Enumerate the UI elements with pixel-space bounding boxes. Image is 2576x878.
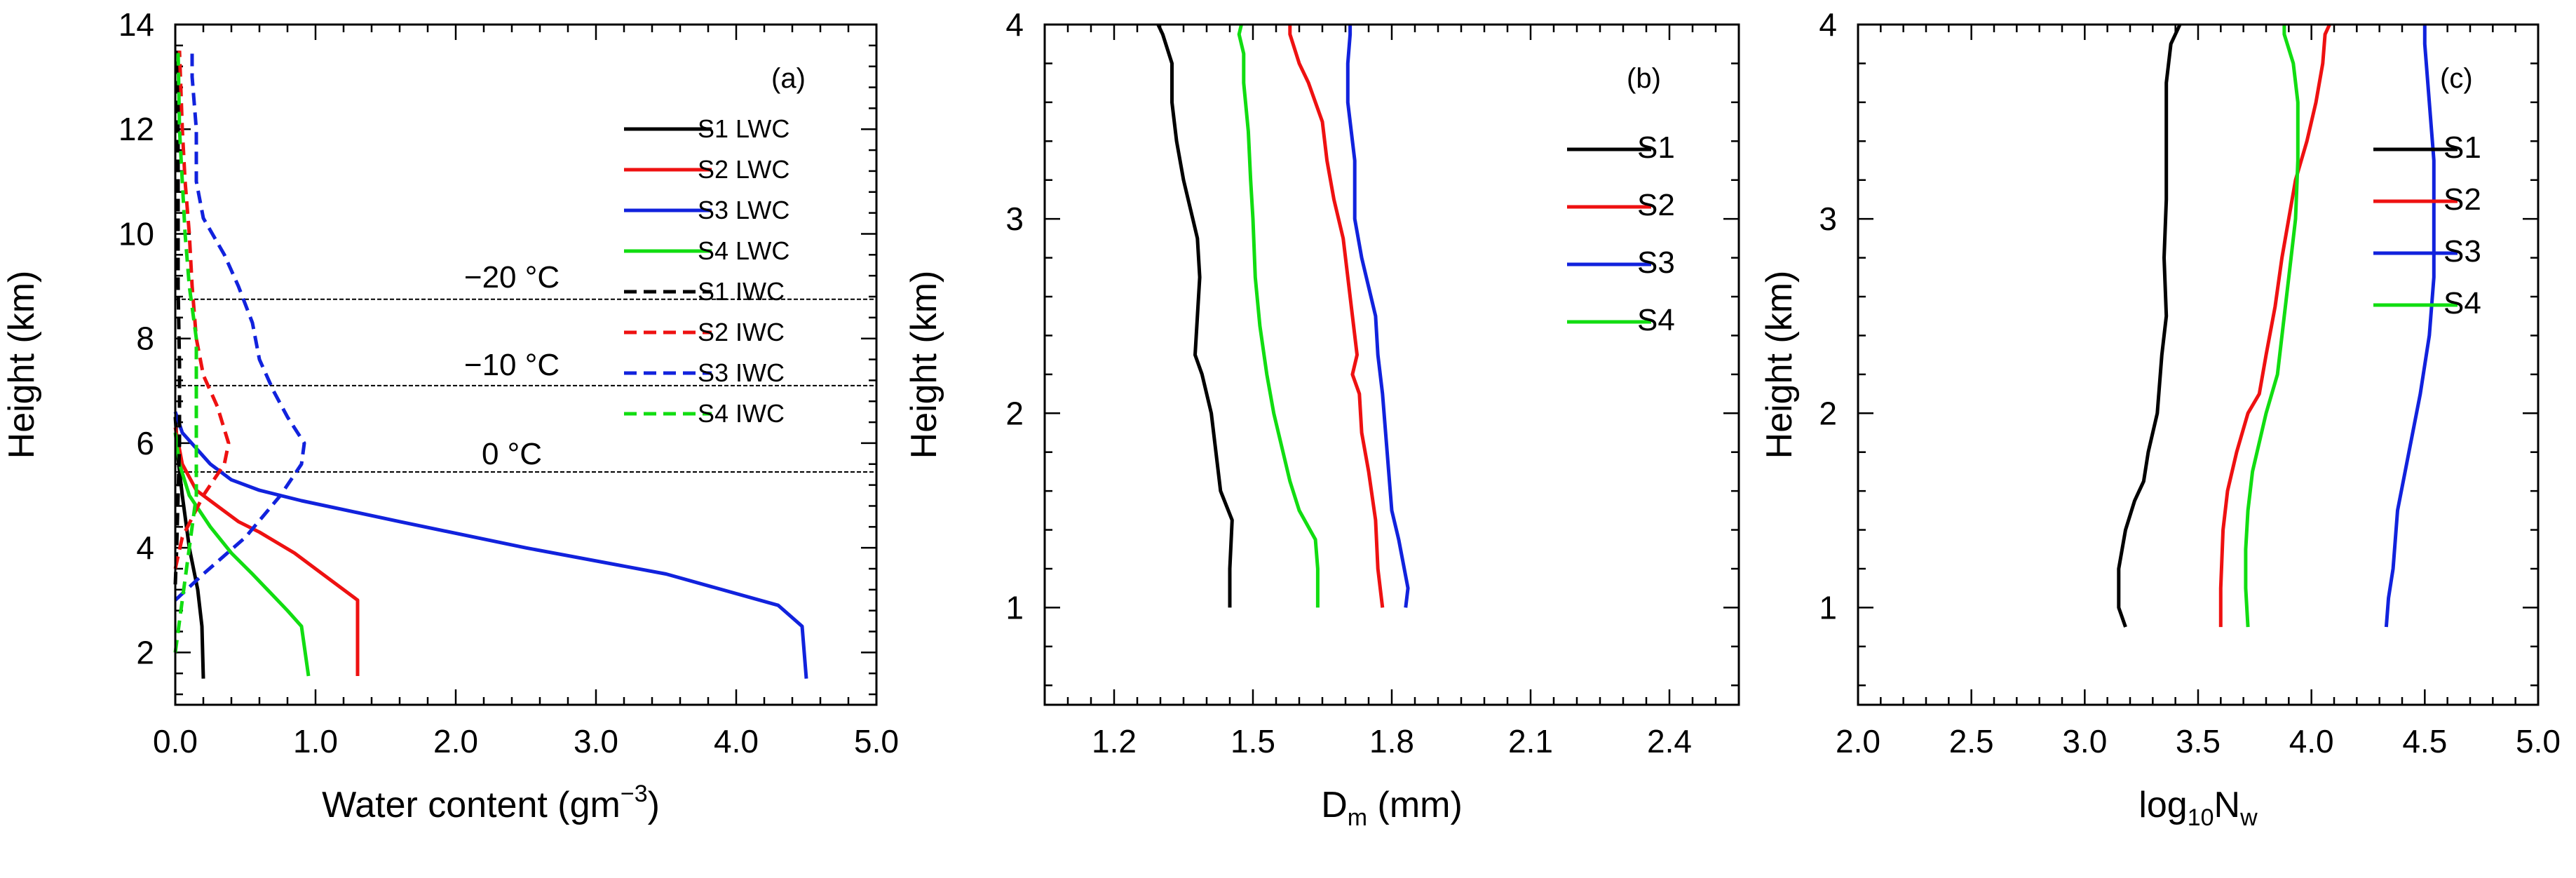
panel-a-legend: S1 LWC S2 LWC S3 LWC S4 LWC S1 IWC S2 IWC S3 I… — [624, 114, 789, 428]
y-tick-label: 4 — [1819, 6, 1837, 43]
series-line-s2 — [1288, 25, 1385, 608]
x-tick-label: 5.0 — [2516, 723, 2561, 759]
series-line-s2 — [2218, 23, 2331, 628]
y-tick-label: 3 — [1005, 201, 1024, 237]
panel-b-legend: S1 S2 S3 S4 — [1567, 130, 1675, 337]
legend-label-s2: S2 — [2443, 182, 2481, 217]
panel-c: 2.0 2.5 3.0 3.5 4.0 4.5 5.0 1 2 3 4 (c) log10Nw He… — [1759, 6, 2561, 831]
y-tick-label: 12 — [118, 111, 154, 147]
series-line-s4-iwc — [173, 50, 198, 653]
x-tick-label: 3.0 — [574, 723, 618, 759]
legend-label-s4: S4 — [1637, 303, 1675, 337]
panel-c-y-axis-title: Height (km) — [1759, 271, 1800, 459]
panel-a-frame — [174, 23, 878, 706]
y-tick-label: 6 — [136, 425, 154, 461]
x-tick-label: 2.1 — [1508, 723, 1553, 759]
y-tick-label: 2 — [136, 634, 154, 670]
series-line-s4-lwc — [173, 432, 311, 677]
legend-label-s3: S3 — [1637, 245, 1675, 280]
series-line-s1 — [2117, 23, 2182, 628]
series-line-s2-iwc — [173, 50, 231, 569]
series-line-s4 — [2244, 25, 2300, 628]
legend-label-s3-lwc: S3 LWC — [698, 196, 789, 224]
panel-c-plot-area: 2.0 2.5 3.0 3.5 4.0 4.5 5.0 1 2 3 4 — [1819, 6, 2561, 759]
legend-label-s1-iwc: S1 IWC — [698, 277, 785, 306]
y-tick-label: 1 — [1819, 589, 1837, 626]
series-line-s4 — [1237, 24, 1320, 608]
y-tick-label: 10 — [118, 215, 154, 252]
x-tick-label: 0.0 — [153, 723, 198, 759]
isotherm-label-minus20: −20 °C — [464, 260, 560, 295]
y-tick-label: 2 — [1819, 395, 1837, 431]
x-tick-label: 1.0 — [293, 723, 338, 759]
y-tick-label: 3 — [1819, 201, 1837, 237]
panel-b-frame — [1043, 23, 1740, 706]
panel-c-x-axis-title: log10Nw — [2138, 785, 2258, 831]
y-tick-label: 4 — [136, 529, 154, 566]
x-tick-label: 1.8 — [1369, 723, 1414, 759]
panel-b-y-axis-title: Height (km) — [904, 271, 944, 459]
x-tick-label: 3.0 — [2062, 723, 2107, 759]
y-tick-label: 14 — [118, 6, 154, 43]
legend-label-s4-lwc: S4 LWC — [698, 236, 789, 265]
series-line-s3-iwc — [174, 50, 306, 602]
y-tick-label: 8 — [136, 320, 154, 357]
x-tick-label: 3.5 — [2176, 723, 2221, 759]
isotherm-label-minus10: −10 °C — [464, 348, 560, 382]
legend-label-s1: S1 — [1637, 130, 1675, 165]
x-tick-label: 2.5 — [1949, 723, 1994, 759]
x-tick-label: 2.0 — [1836, 723, 1880, 759]
y-tick-label: 4 — [1005, 6, 1024, 43]
panel-b-x-axis-title: Dm (mm) — [1321, 785, 1463, 831]
x-tick-label: 5.0 — [854, 723, 899, 759]
legend-label-s1: S1 — [2443, 130, 2481, 165]
legend-label-s3-iwc: S3 IWC — [698, 358, 785, 387]
x-tick-label: 4.0 — [714, 723, 759, 759]
panel-a-x-axis-title: Water content (gm−3) — [322, 781, 660, 825]
series-line-s3 — [2384, 25, 2436, 628]
x-tick-label: 2.4 — [1647, 723, 1692, 759]
x-tick-label: 4.5 — [2402, 723, 2447, 759]
series-line-s1 — [1156, 23, 1234, 608]
legend-label-s2-iwc: S2 IWC — [698, 318, 785, 346]
panel-b-label: (b) — [1627, 63, 1661, 94]
legend-label-s4: S4 — [2443, 286, 2481, 320]
legend-label-s2: S2 — [1637, 188, 1675, 222]
legend-label-s2-lwc: S2 LWC — [698, 155, 789, 184]
x-tick-label: 1.5 — [1231, 723, 1275, 759]
panel-c-label: (c) — [2440, 63, 2473, 94]
legend-label-s1-lwc: S1 LWC — [698, 114, 789, 143]
panel-a-isotherm-labels: −20 °C −10 °C 0 °C — [464, 260, 560, 471]
panel-b-plot-area: 1.2 1.5 1.8 2.1 2.4 1 2 3 4 — [1005, 6, 1740, 759]
isotherm-label-0: 0 °C — [482, 437, 542, 471]
panel-a: 0.0 1.0 2.0 3.0 4.0 5.0 2 4 6 8 10 12 14 (a) Water c… — [1, 6, 899, 825]
series-line-s2-lwc — [173, 427, 360, 676]
y-tick-label: 1 — [1005, 589, 1024, 626]
y-tick-label: 2 — [1005, 395, 1024, 431]
legend-label-s3: S3 — [2443, 234, 2481, 269]
legend-label-s4-iwc: S4 IWC — [698, 399, 785, 428]
panel-b: 1.2 1.5 1.8 2.1 2.4 1 2 3 4 (b) Dm (mm) Height (… — [904, 6, 1740, 831]
x-tick-label: 1.2 — [1092, 723, 1137, 759]
panel-c-frame — [1857, 23, 2540, 706]
series-line-s3 — [1345, 25, 1410, 608]
panel-a-plot-area: 0.0 1.0 2.0 3.0 4.0 5.0 2 4 6 8 10 12 14 — [118, 6, 899, 759]
x-tick-label: 2.0 — [433, 723, 478, 759]
x-tick-label: 4.0 — [2289, 723, 2334, 759]
panel-c-legend: S1 S2 S3 S4 — [2373, 130, 2481, 320]
panel-a-label: (a) — [771, 63, 806, 94]
series-line-s1-iwc — [173, 50, 182, 585]
panel-a-y-axis-title: Height (km) — [1, 271, 42, 459]
